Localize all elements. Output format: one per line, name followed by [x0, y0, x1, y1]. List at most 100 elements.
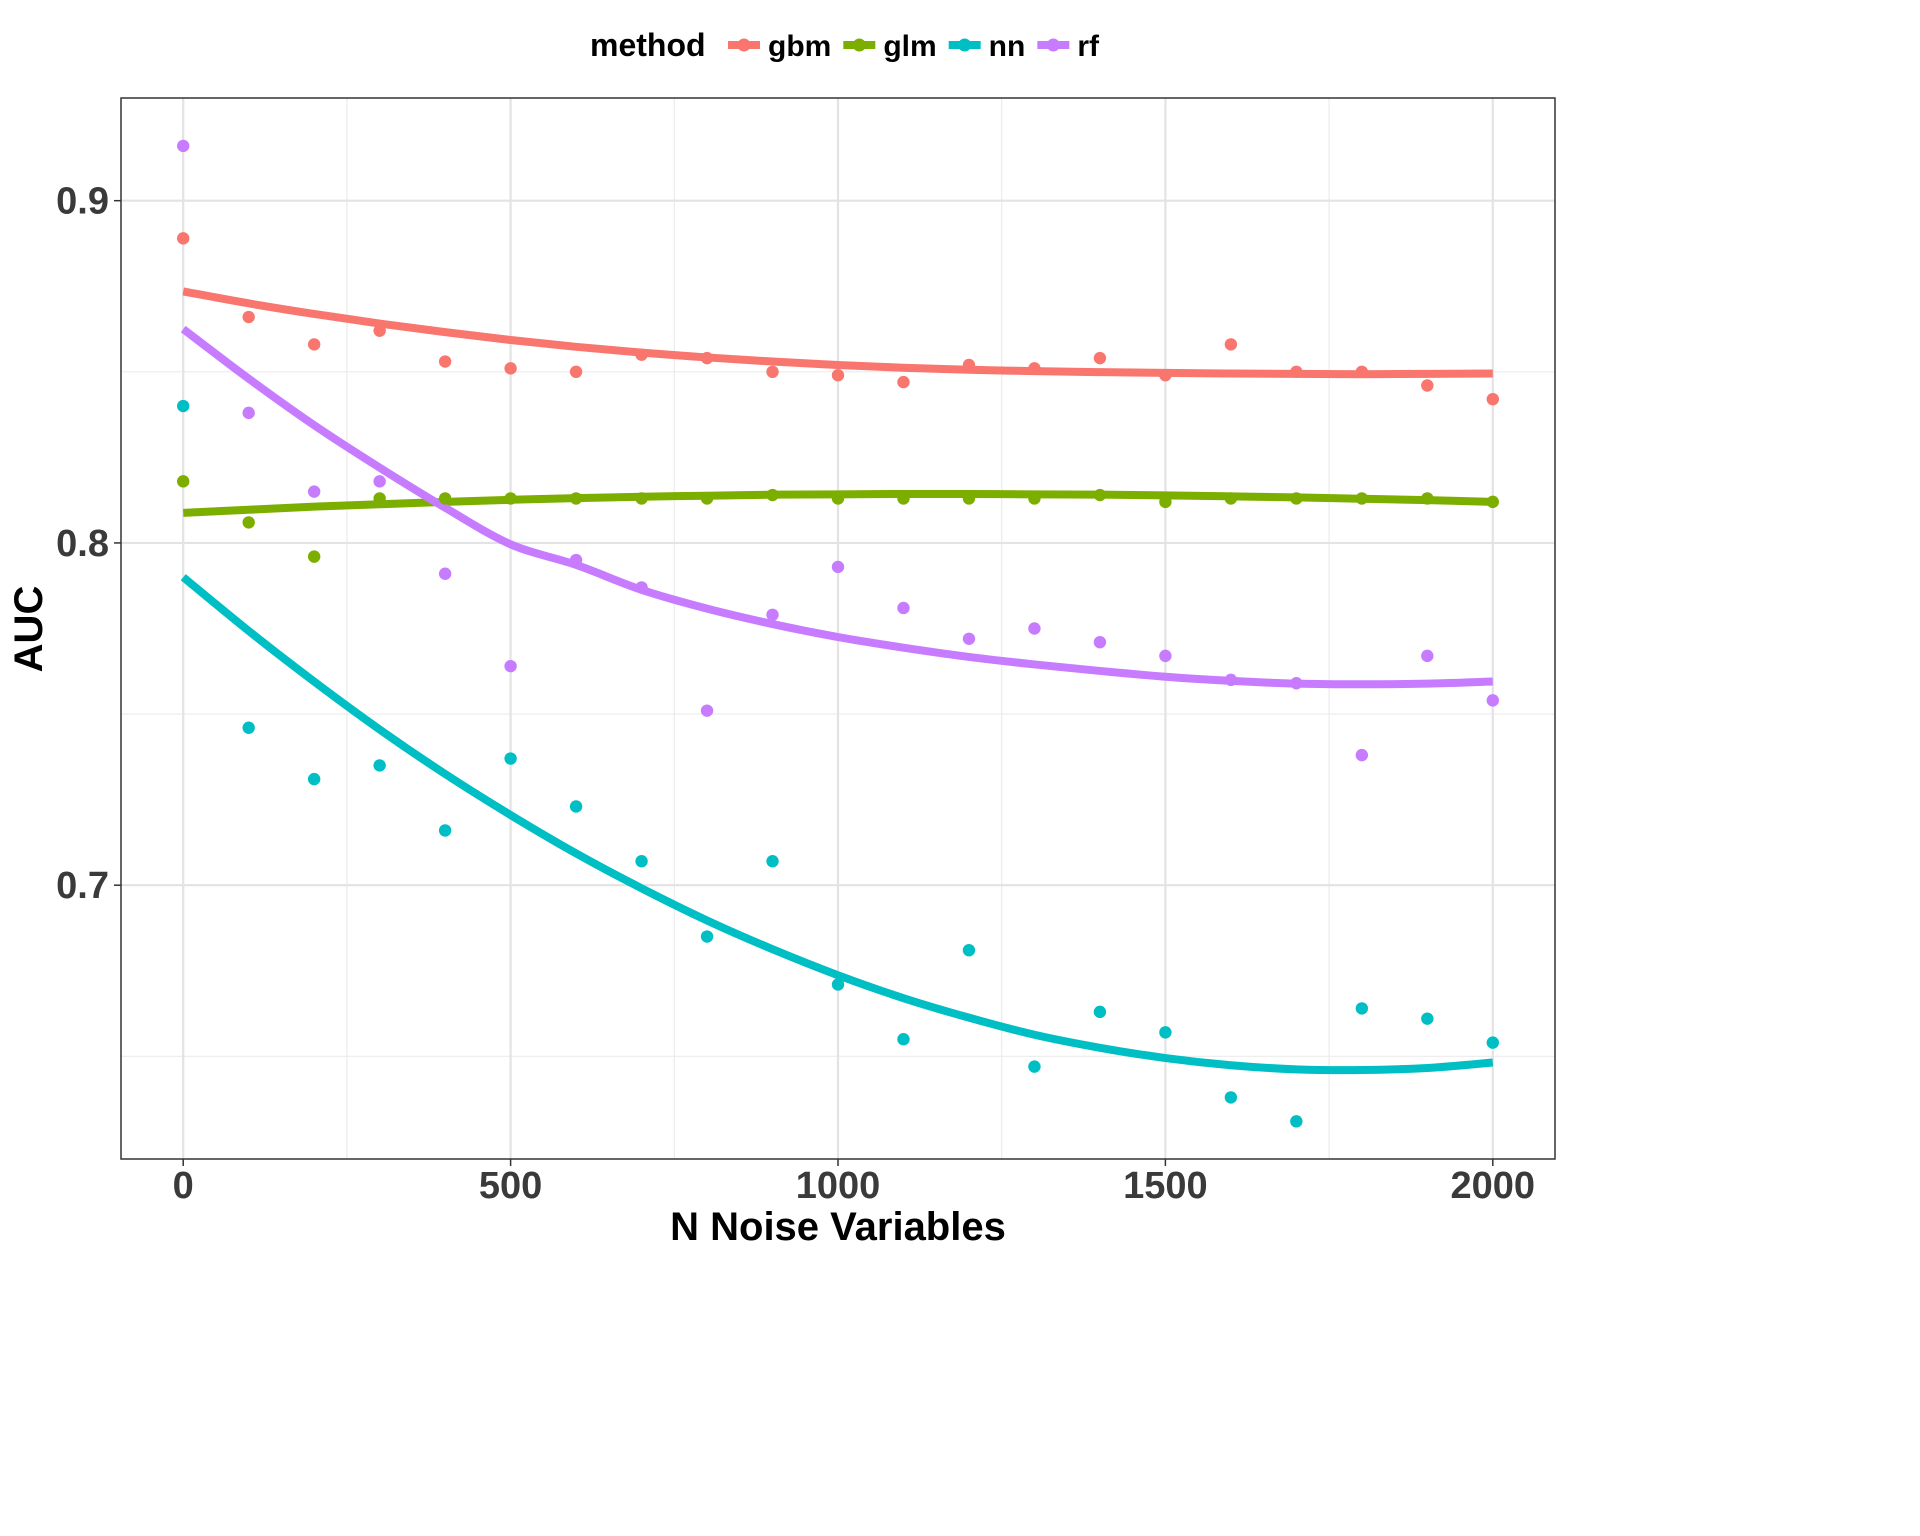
- x-tick-label: 500: [479, 1165, 542, 1207]
- legend-label-rf: rf: [1077, 30, 1100, 63]
- point-glm: [1486, 495, 1499, 509]
- point-gbm: [635, 348, 648, 361]
- point-glm: [1421, 492, 1434, 505]
- grid-major: [121, 98, 1555, 1159]
- point-gbm: [831, 369, 845, 382]
- y-axis: 0.7 0.8 0.9: [56, 181, 121, 907]
- point-nn: [1486, 1036, 1499, 1049]
- x-tick-label: 1000: [796, 1165, 881, 1207]
- point-gbm: [504, 362, 517, 375]
- point-rf: [1290, 677, 1303, 690]
- point-nn: [635, 855, 648, 868]
- point-nn: [1028, 1060, 1041, 1073]
- point-gbm: [1224, 338, 1238, 351]
- legend-key-dot-nn: [958, 38, 972, 52]
- point-glm: [242, 516, 255, 529]
- point-gbm: [1093, 351, 1107, 365]
- point-glm: [307, 550, 321, 563]
- legend-key-dot-glm: [852, 38, 866, 52]
- point-glm: [1093, 488, 1107, 502]
- legend-label-glm: glm: [883, 30, 936, 63]
- point-glm: [897, 492, 910, 505]
- point-glm: [635, 492, 648, 505]
- point-rf: [1224, 673, 1238, 687]
- point-glm: [1159, 495, 1172, 509]
- point-rf: [700, 704, 714, 717]
- points: [177, 139, 1499, 1128]
- point-rf: [373, 475, 386, 488]
- legend-label-nn: nn: [989, 30, 1026, 63]
- point-gbm: [177, 232, 190, 245]
- point-glm: [700, 492, 714, 505]
- point-gbm: [307, 338, 321, 351]
- point-gbm: [897, 375, 910, 389]
- point-rf: [177, 139, 190, 153]
- point-glm: [1290, 492, 1303, 505]
- point-rf: [1421, 649, 1434, 663]
- point-glm: [766, 488, 779, 502]
- point-nn: [766, 855, 779, 868]
- point-nn: [897, 1033, 910, 1046]
- point-gbm: [962, 358, 976, 372]
- chart: method gbm glm nn rf 0 500 1000 1500 2000 0.70.…: [7, 27, 1556, 1249]
- point-glm: [831, 492, 845, 505]
- point-gbm: [438, 355, 452, 368]
- point-nn: [177, 399, 190, 413]
- point-rf: [1355, 748, 1369, 762]
- point-nn: [438, 824, 452, 837]
- point-gbm: [1355, 365, 1369, 379]
- point-glm: [438, 492, 452, 505]
- trend-line-rf: [180, 325, 1493, 689]
- point-nn: [1093, 1005, 1107, 1019]
- point-gbm: [700, 351, 714, 365]
- legend-title: method: [590, 27, 706, 63]
- point-nn: [307, 772, 321, 786]
- point-nn: [1224, 1091, 1238, 1104]
- point-rf: [307, 485, 321, 498]
- y-tick-label: 0.9: [56, 181, 109, 223]
- y-tick-label: 0.7: [56, 865, 109, 907]
- legend-key-dot-gbm: [737, 38, 751, 52]
- point-rf: [1486, 694, 1499, 707]
- point-rf: [569, 553, 583, 567]
- legend: method gbm glm nn rf: [590, 27, 1100, 63]
- point-gbm: [1290, 365, 1303, 379]
- point-rf: [831, 560, 845, 574]
- point-rf: [242, 406, 255, 420]
- x-axis-title: N Noise Variables: [670, 1205, 1006, 1249]
- point-nn: [504, 752, 517, 765]
- point-nn: [1355, 1002, 1369, 1015]
- point-glm: [504, 492, 517, 505]
- point-rf: [1093, 635, 1107, 649]
- point-rf: [1159, 649, 1172, 663]
- point-gbm: [1421, 379, 1434, 392]
- legend-key-dot-rf: [1046, 38, 1060, 52]
- point-glm: [569, 492, 583, 505]
- point-nn: [1290, 1115, 1303, 1128]
- point-rf: [962, 632, 976, 645]
- point-gbm: [373, 324, 386, 337]
- point-glm: [1028, 492, 1041, 505]
- point-glm: [373, 492, 386, 505]
- point-nn: [962, 944, 976, 957]
- point-glm: [962, 492, 976, 505]
- point-rf: [635, 581, 648, 594]
- point-rf: [438, 567, 452, 580]
- point-rf: [1028, 622, 1041, 635]
- point-glm: [1224, 492, 1238, 505]
- point-gbm: [1159, 369, 1172, 382]
- point-nn: [373, 759, 386, 772]
- x-tick-label: 1500: [1123, 1165, 1208, 1207]
- y-tick-label: 0.8: [56, 523, 109, 565]
- point-gbm: [1028, 362, 1041, 375]
- legend-label-gbm: gbm: [768, 30, 831, 63]
- point-gbm: [766, 365, 779, 379]
- point-nn: [1421, 1012, 1434, 1025]
- point-glm: [1355, 492, 1369, 505]
- x-axis: 0 500 1000 1500 2000: [173, 1159, 1535, 1207]
- point-rf: [897, 601, 910, 615]
- point-rf: [504, 659, 517, 673]
- point-nn: [700, 930, 714, 943]
- x-tick-label: 0: [173, 1165, 194, 1207]
- trend-line-gbm: [182, 287, 1493, 379]
